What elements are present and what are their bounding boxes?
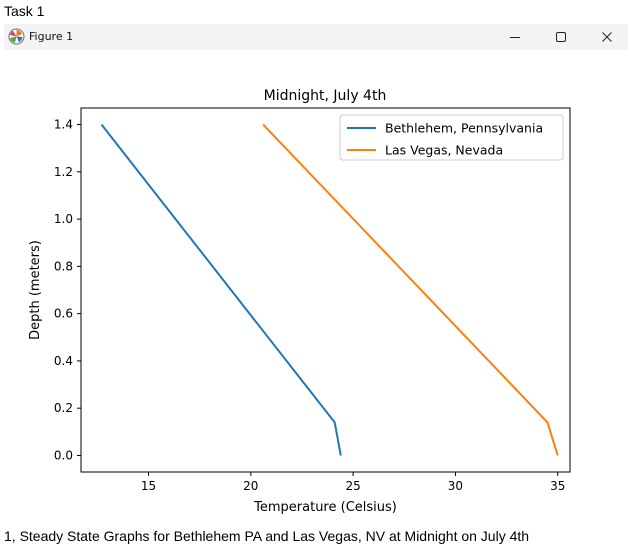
window-title: Figure 1: [29, 30, 74, 43]
minimize-button[interactable]: [492, 24, 538, 50]
y-axis-label: Depth (meters): [28, 240, 43, 340]
figure-caption: 1, Steady State Graphs for Bethlehem PA …: [4, 528, 530, 544]
axes-frame: [80, 107, 571, 473]
doc-heading: Task 1: [4, 3, 45, 19]
y-tick-label: 0.4: [54, 354, 73, 368]
series-line-1: [262, 123, 559, 456]
y-tick-label: 0.2: [54, 401, 73, 415]
legend-entry-1: Las Vegas, Nevada: [385, 143, 503, 158]
minimize-icon: [510, 37, 520, 38]
y-tick-label: 0.6: [54, 307, 73, 321]
close-button[interactable]: [584, 24, 630, 50]
chart-title: Midnight, July 4th: [264, 88, 387, 104]
x-tick-label: 35: [550, 479, 565, 493]
y-tick-label: 1.0: [54, 212, 73, 226]
y-tick-label: 1.2: [54, 165, 73, 179]
legend-box: [339, 114, 564, 161]
close-icon: [602, 32, 612, 42]
y-tick-label: 0.8: [54, 259, 73, 273]
x-tick-label: 30: [448, 479, 463, 493]
x-tick-label: 15: [141, 479, 156, 493]
y-tick-label: 1.4: [54, 118, 73, 132]
x-axis-label: Temperature (Celsius): [253, 500, 397, 515]
maximize-icon: [556, 32, 566, 42]
legend-entry-0: Bethlehem, Pennsylvania: [385, 121, 543, 136]
line-chart: Midnight, July 4th 15 20 25 30 35 0.0 0.2 0.4 0.…: [28, 88, 571, 515]
series-line-0: [100, 123, 342, 456]
window-titlebar[interactable]: Figure 1: [4, 24, 628, 50]
matplotlib-icon: [8, 28, 25, 45]
y-tick-label: 0.0: [54, 448, 73, 462]
figure-window: Figure 1 Midnight, July 4th 15 20 25 30 35 0.…: [4, 24, 628, 516]
maximize-button[interactable]: [538, 24, 584, 50]
legend: Bethlehem, Pennsylvania Las Vegas, Nevada: [339, 114, 564, 161]
x-tick-label: 20: [243, 479, 258, 493]
x-tick-label: 25: [345, 479, 360, 493]
